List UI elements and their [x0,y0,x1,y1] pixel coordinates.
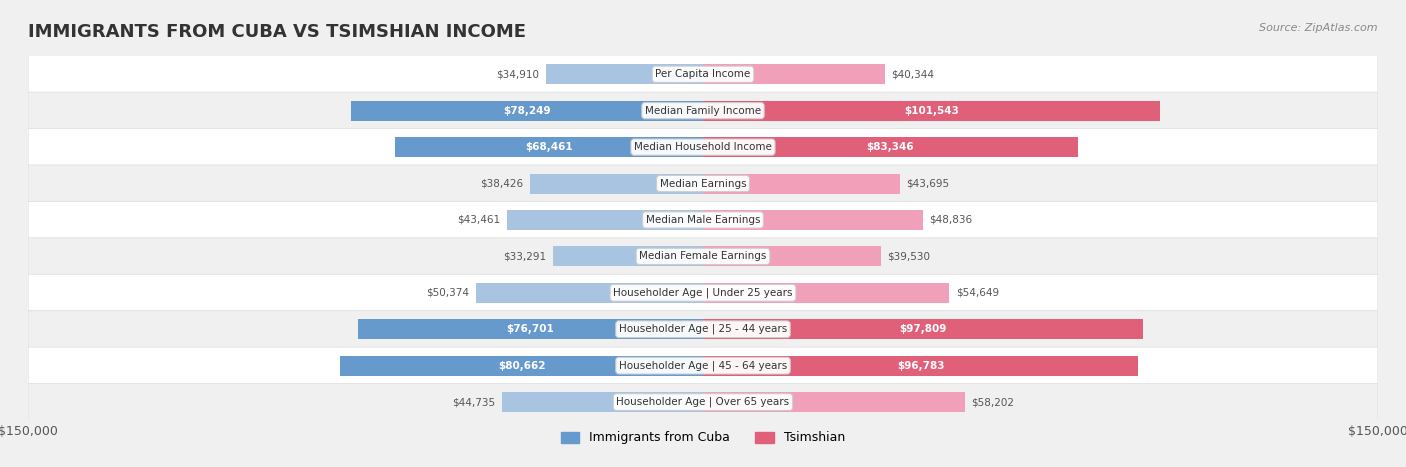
Bar [359,319,703,339]
Text: Householder Age | Under 25 years: Householder Age | Under 25 years [613,288,793,298]
Bar [703,137,1078,157]
Text: $38,426: $38,426 [481,178,523,189]
Text: Householder Age | 45 - 64 years: Householder Age | 45 - 64 years [619,361,787,371]
Text: $44,735: $44,735 [451,397,495,407]
FancyBboxPatch shape [28,56,1378,93]
Bar [553,247,703,266]
Text: $40,344: $40,344 [891,69,934,79]
Bar [395,137,703,157]
Text: Median Household Income: Median Household Income [634,142,772,152]
Text: $34,910: $34,910 [496,69,538,79]
Text: $33,291: $33,291 [503,251,547,262]
Bar [352,101,703,120]
Text: $96,783: $96,783 [897,361,945,371]
Text: $76,701: $76,701 [506,324,554,334]
FancyBboxPatch shape [28,128,1378,166]
FancyBboxPatch shape [28,165,1378,202]
FancyBboxPatch shape [28,92,1378,129]
Text: $43,695: $43,695 [907,178,949,189]
Bar [703,247,880,266]
Bar [477,283,703,303]
Text: Median Female Earnings: Median Female Earnings [640,251,766,262]
FancyBboxPatch shape [28,274,1378,311]
Bar [703,392,965,412]
Bar [703,283,949,303]
Text: $54,649: $54,649 [956,288,998,298]
Legend: Immigrants from Cuba, Tsimshian: Immigrants from Cuba, Tsimshian [555,426,851,449]
FancyBboxPatch shape [28,347,1378,384]
Text: $78,249: $78,249 [503,106,551,116]
Text: $50,374: $50,374 [426,288,470,298]
Bar [340,356,703,375]
Bar [703,174,900,193]
Text: Householder Age | Over 65 years: Householder Age | Over 65 years [616,397,790,407]
Text: Median Family Income: Median Family Income [645,106,761,116]
FancyBboxPatch shape [28,383,1378,421]
Text: Householder Age | 25 - 44 years: Householder Age | 25 - 44 years [619,324,787,334]
Bar [703,319,1143,339]
Text: $39,530: $39,530 [887,251,931,262]
Bar [546,64,703,84]
Text: $58,202: $58,202 [972,397,1015,407]
Text: $97,809: $97,809 [900,324,946,334]
Bar [530,174,703,193]
Text: $101,543: $101,543 [904,106,959,116]
FancyBboxPatch shape [28,238,1378,275]
Text: IMMIGRANTS FROM CUBA VS TSIMSHIAN INCOME: IMMIGRANTS FROM CUBA VS TSIMSHIAN INCOME [28,23,526,42]
FancyBboxPatch shape [28,311,1378,348]
FancyBboxPatch shape [28,201,1378,239]
Bar [703,101,1160,120]
Text: $80,662: $80,662 [498,361,546,371]
Text: Source: ZipAtlas.com: Source: ZipAtlas.com [1260,23,1378,33]
Text: $48,836: $48,836 [929,215,973,225]
Bar [703,356,1139,375]
Text: $83,346: $83,346 [866,142,914,152]
Text: Per Capita Income: Per Capita Income [655,69,751,79]
Bar [508,210,703,230]
Text: $68,461: $68,461 [526,142,572,152]
Text: Median Male Earnings: Median Male Earnings [645,215,761,225]
Bar [502,392,703,412]
Bar [703,210,922,230]
Text: Median Earnings: Median Earnings [659,178,747,189]
Text: $43,461: $43,461 [457,215,501,225]
Bar [703,64,884,84]
